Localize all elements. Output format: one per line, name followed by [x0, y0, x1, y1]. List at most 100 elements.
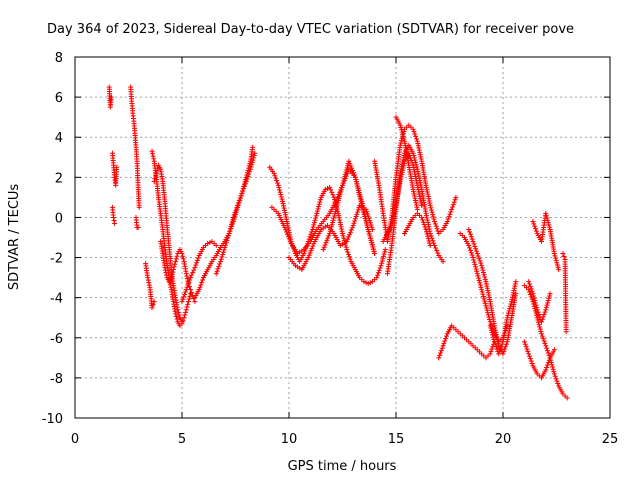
data-point — [490, 334, 496, 340]
data-point — [197, 284, 203, 290]
data-point — [317, 197, 323, 203]
data-point — [111, 217, 117, 223]
data-point — [346, 234, 352, 240]
data-point — [336, 195, 342, 201]
series-s2 — [109, 150, 120, 188]
data-point — [248, 164, 254, 170]
data-point — [344, 165, 350, 171]
data-point — [330, 217, 336, 223]
data-point — [327, 184, 333, 190]
data-point — [369, 226, 375, 232]
data-point — [345, 251, 351, 257]
data-point — [335, 198, 341, 204]
data-point — [523, 344, 529, 350]
data-point — [313, 215, 319, 221]
data-point — [538, 328, 544, 334]
data-point — [429, 209, 435, 215]
chart-title: Day 364 of 2023, Sidereal Day-to-day VTE… — [47, 22, 574, 37]
data-point — [223, 240, 229, 246]
data-point — [250, 157, 256, 163]
data-point — [546, 357, 552, 363]
data-point — [324, 237, 330, 243]
data-point — [397, 122, 403, 128]
data-point — [438, 348, 444, 354]
data-point — [554, 260, 560, 266]
data-point — [446, 214, 452, 220]
data-point — [426, 238, 432, 244]
series-s14 — [269, 166, 378, 257]
data-point — [182, 291, 188, 297]
data-point — [431, 216, 437, 222]
data-point — [355, 207, 361, 213]
data-point — [340, 230, 345, 236]
data-point — [536, 312, 542, 318]
data-point — [419, 202, 425, 208]
data-point — [346, 254, 352, 260]
data-point — [473, 246, 479, 252]
data-point — [436, 355, 442, 361]
data-point — [369, 240, 375, 246]
data-point — [310, 243, 316, 249]
data-point — [540, 336, 546, 342]
data-point — [506, 310, 512, 316]
data-point — [347, 232, 353, 238]
data-point — [546, 224, 552, 230]
data-point — [153, 173, 159, 179]
data-point — [502, 346, 508, 352]
data-point — [215, 266, 221, 272]
data-point — [492, 341, 498, 347]
data-point — [528, 358, 534, 364]
data-point — [190, 270, 196, 276]
data-point — [432, 221, 438, 227]
data-point — [344, 167, 350, 173]
data-point — [329, 222, 335, 228]
data-point — [427, 202, 433, 208]
data-point — [488, 327, 494, 333]
data-point — [241, 186, 247, 192]
data-point — [449, 206, 455, 212]
data-point — [323, 240, 329, 246]
grid-lines — [75, 57, 610, 418]
series-s1 — [106, 84, 114, 110]
data-point — [438, 350, 444, 356]
data-point — [473, 266, 479, 272]
data-point — [345, 249, 351, 255]
data-point — [481, 272, 487, 278]
data-point — [539, 333, 545, 339]
data-point — [482, 274, 488, 280]
series-s4 — [128, 84, 142, 210]
data-point — [552, 253, 558, 259]
data-point — [185, 301, 191, 307]
data-point — [276, 185, 282, 191]
data-point — [241, 183, 247, 189]
data-point — [522, 341, 528, 347]
data-point — [480, 269, 486, 275]
data-point — [537, 324, 543, 330]
data-point — [183, 307, 189, 313]
data-point — [316, 204, 322, 210]
data-point — [497, 348, 503, 354]
data-point — [479, 289, 485, 295]
data-point — [186, 279, 192, 285]
data-point — [188, 275, 194, 281]
data-point — [501, 348, 507, 354]
data-point — [428, 207, 434, 213]
data-point — [243, 178, 249, 184]
data-point — [174, 253, 180, 259]
data-point — [532, 298, 538, 304]
data-point — [279, 196, 285, 202]
data-point — [308, 248, 314, 254]
data-point — [232, 210, 238, 216]
data-point — [273, 175, 279, 181]
series-s29 — [526, 279, 553, 325]
data-point — [230, 217, 236, 223]
data-point — [251, 153, 257, 159]
data-point — [245, 174, 251, 180]
data-point — [547, 291, 553, 297]
data-point — [310, 224, 316, 230]
data-point — [344, 247, 350, 253]
data-point — [315, 206, 321, 212]
data-point — [507, 306, 513, 312]
data-point — [490, 332, 496, 338]
